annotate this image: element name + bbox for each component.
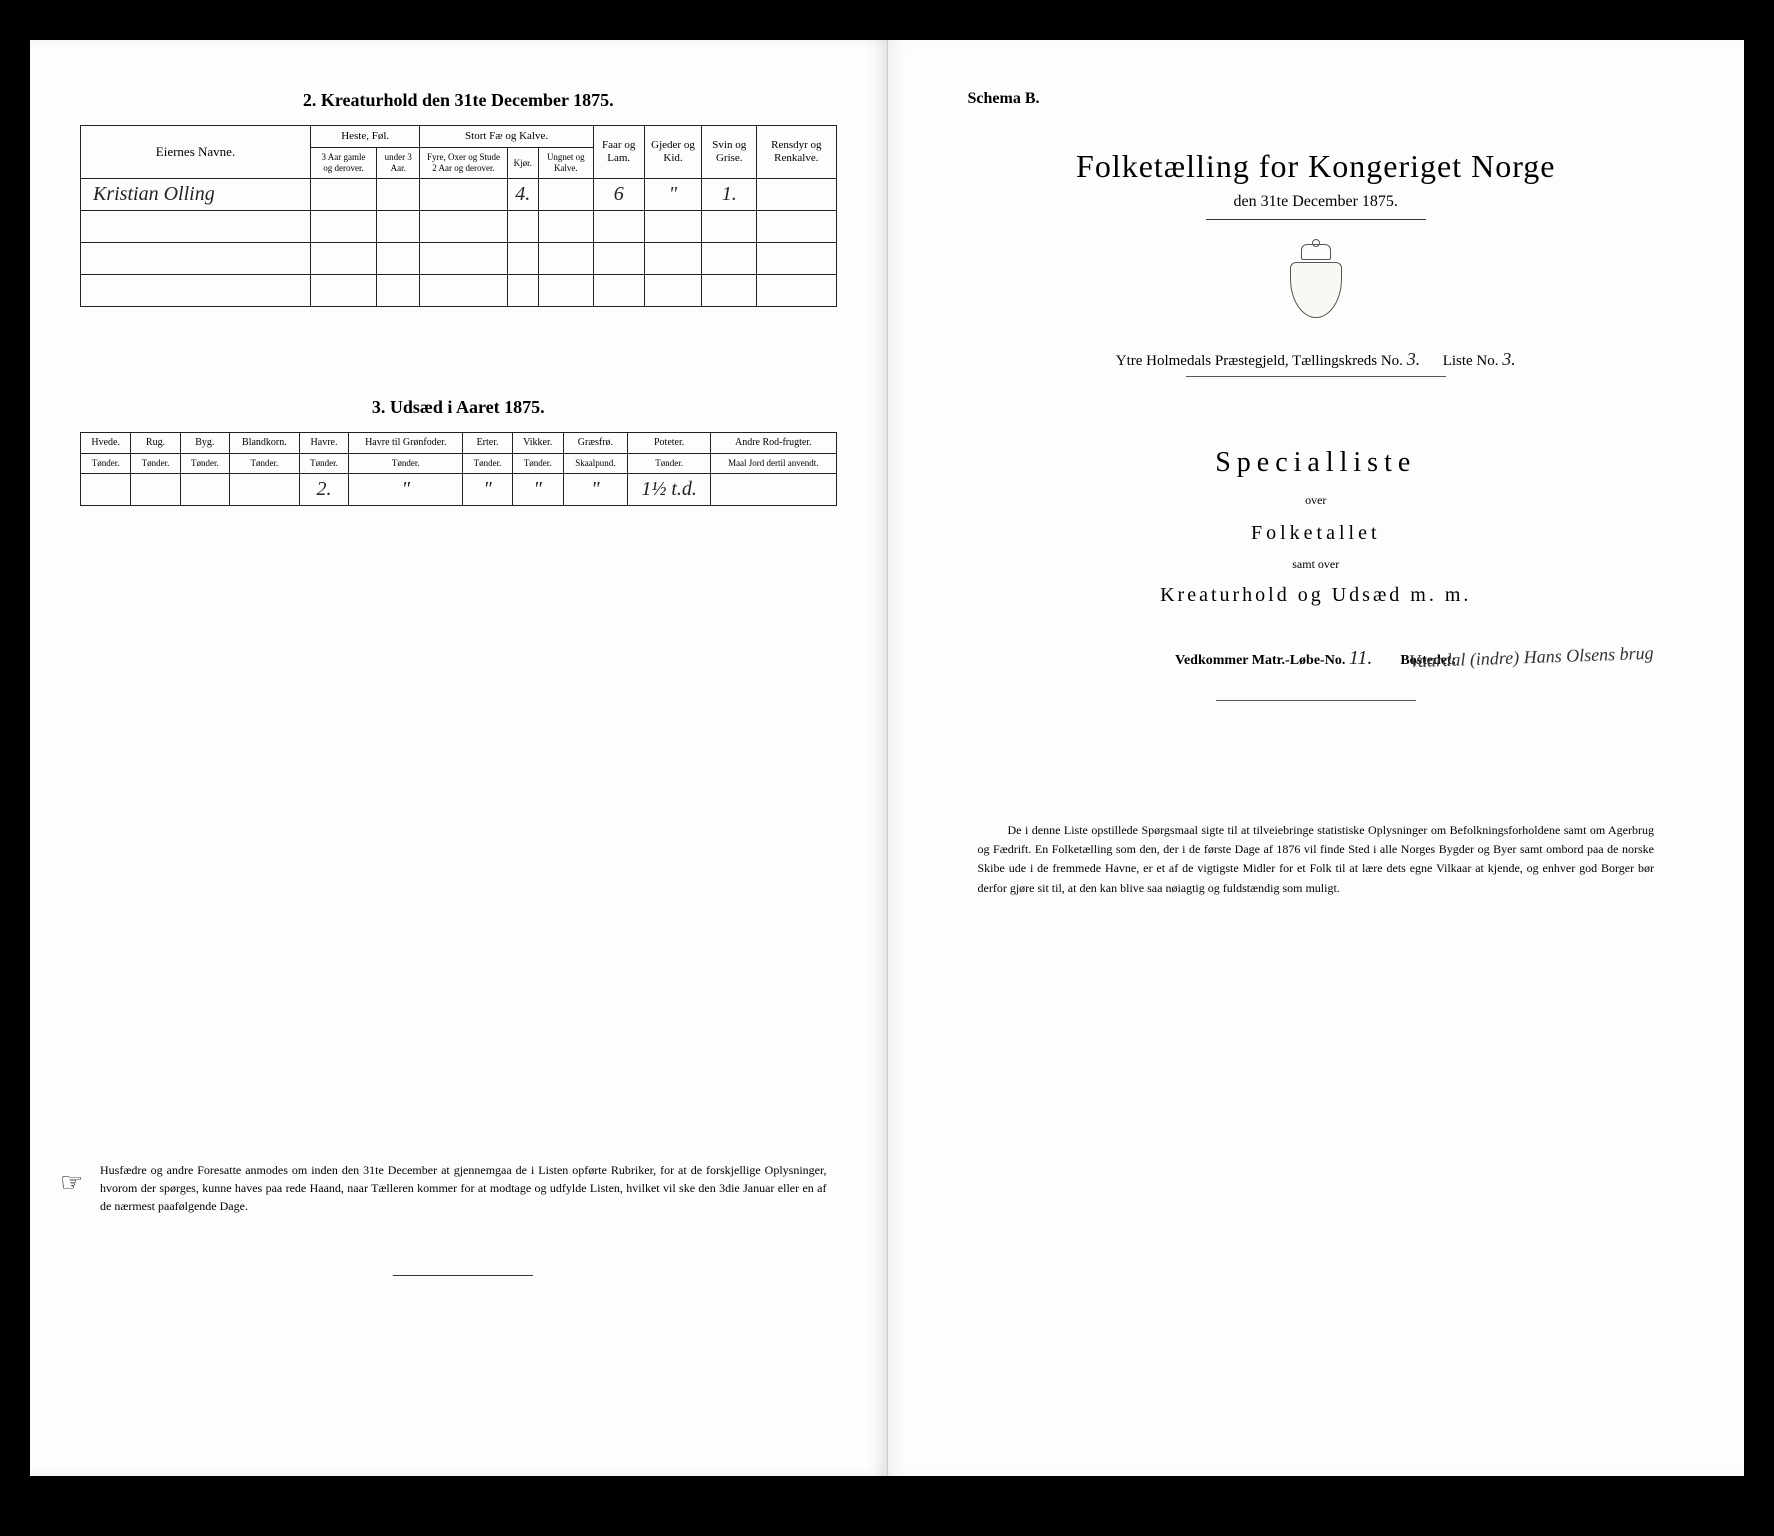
section3-title: 3. Udsæd i Aaret 1875. <box>80 397 837 418</box>
th-rug: Rug. <box>131 432 180 453</box>
cell-svin: 1. <box>702 178 757 210</box>
th-stort-a: Fyre, Oxer og Stude 2 Aar og derover. <box>420 148 507 179</box>
table-row: 2. " " " " 1½ t.d. <box>81 473 837 505</box>
th-poteter: Poteter. <box>628 432 711 453</box>
cell-gjeder: " <box>644 178 702 210</box>
cell-havre: 2. <box>299 473 348 505</box>
main-title: Folketælling for Kongeriget Norge <box>938 148 1695 185</box>
th-vikker: Vikker. <box>512 432 563 453</box>
folketallet-heading: Folketallet <box>938 522 1695 545</box>
th-graes: Græsfrø. <box>563 432 627 453</box>
matr-no: 11. <box>1349 647 1373 669</box>
cell-vikker: " <box>512 473 563 505</box>
cell-faar: 6 <box>593 178 644 210</box>
th-stort-b: Kjør. <box>507 148 538 179</box>
specialliste-heading: Specialliste <box>938 447 1695 479</box>
th-havre: Havre. <box>299 432 348 453</box>
th-andre: Andre Rod-frugter. <box>711 432 836 453</box>
pointing-hand-icon: ☞ <box>60 1163 83 1202</box>
over-label: over <box>938 493 1695 508</box>
th-gjeder: Gjeder og Kid. <box>644 126 702 179</box>
th-erter: Erter. <box>463 432 512 453</box>
th-svin: Svin og Grise. <box>702 126 757 179</box>
bosted-value: Vaardal (indre) Hans Olsens brug <box>1409 643 1654 673</box>
cell-poteter: 1½ t.d. <box>628 473 711 505</box>
right-page: Schema B. Folketælling for Kongeriget No… <box>888 40 1745 1476</box>
th-havre-g: Havre til Grønfoder. <box>349 432 463 453</box>
liste-no: 3. <box>1502 349 1516 369</box>
th-rens: Rensdyr og Renkalve. <box>757 126 836 179</box>
th-bland: Blandkorn. <box>229 432 299 453</box>
th-heste-group: Heste, Føl. <box>311 126 420 148</box>
th-stort-group: Stort Fæ og Kalve. <box>420 126 593 148</box>
th-byg: Byg. <box>180 432 229 453</box>
vedkommer-line: Vedkommer Matr.-Løbe-No. 11. Bostedet: V… <box>938 647 1695 670</box>
samt-label: samt over <box>938 557 1695 572</box>
cell-havre-g: " <box>349 473 463 505</box>
th-hvede: Hvede. <box>81 432 131 453</box>
udsaed-table: Hvede. Rug. Byg. Blandkorn. Havre. Havre… <box>80 432 837 506</box>
right-note: De i denne Liste opstillede Spørgsmaal s… <box>938 821 1695 898</box>
scan-area: 2. Kreaturhold den 31te December 1875. E… <box>30 40 1744 1476</box>
kreds-no: 3. <box>1407 349 1421 369</box>
divider <box>1186 376 1446 377</box>
th-heste-a: 3 Aar gamle og derover. <box>311 148 377 179</box>
table-row: Kristian Olling 4. 6 " 1. <box>81 178 837 210</box>
cell-erter: " <box>463 473 512 505</box>
kreaturhold-table: Eiernes Navne. Heste, Føl. Stort Fæ og K… <box>80 125 837 307</box>
cell-graes: " <box>563 473 627 505</box>
divider <box>1206 219 1426 220</box>
divider <box>393 1275 533 1276</box>
cell-navn: Kristian Olling <box>81 178 311 210</box>
prestegjeld-line: Ytre Holmedals Præstegjeld, Tællingskred… <box>938 349 1695 370</box>
th-stort-c: Ungnet og Kalve. <box>538 148 593 179</box>
kreaturhold-heading: Kreaturhold og Udsæd m. m. <box>938 584 1695 607</box>
title-date: den 31te December 1875. <box>938 193 1695 211</box>
left-page: 2. Kreaturhold den 31te December 1875. E… <box>30 40 888 1476</box>
left-note: ☞ Husfædre og andre Foresatte anmodes om… <box>100 1161 827 1276</box>
note-text: Husfædre og andre Foresatte anmodes om i… <box>100 1163 827 1213</box>
cell-kjor: 4. <box>507 178 538 210</box>
schema-label: Schema B. <box>968 90 1695 108</box>
th-eier: Eiernes Navne. <box>81 126 311 179</box>
th-heste-b: under 3 Aar. <box>377 148 420 179</box>
section2-title: 2. Kreaturhold den 31te December 1875. <box>80 90 837 111</box>
th-faar: Faar og Lam. <box>593 126 644 179</box>
divider <box>1216 700 1416 701</box>
coat-of-arms-icon <box>1286 244 1346 319</box>
